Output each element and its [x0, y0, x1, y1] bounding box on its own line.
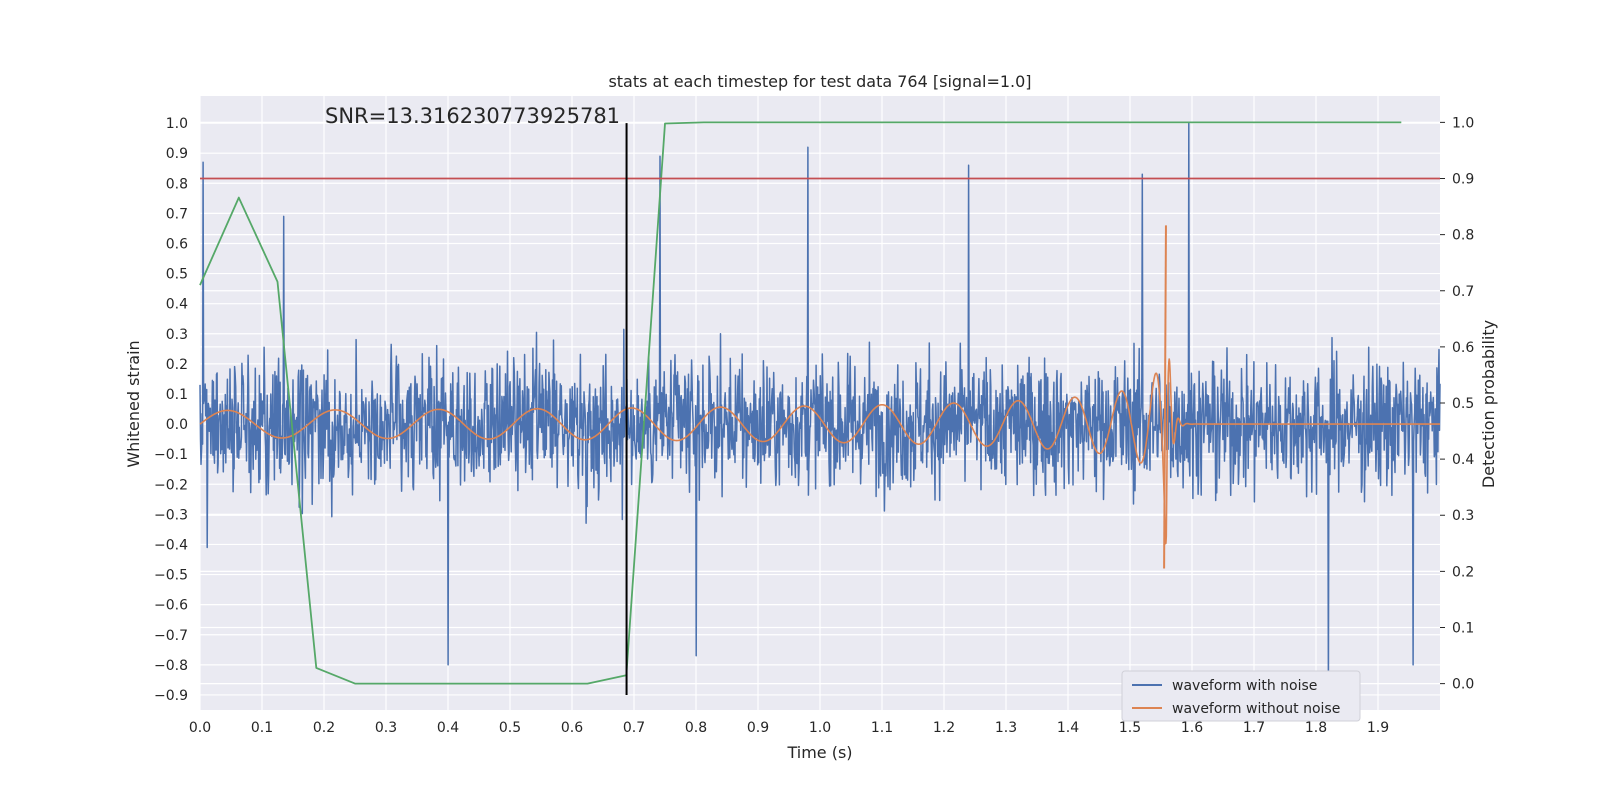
x-tick-label: 0.5	[499, 720, 521, 736]
x-axis-label: Time (s)	[786, 743, 852, 762]
x-tick-label: 0.9	[747, 720, 769, 736]
x-tick-label: 0.6	[561, 720, 583, 736]
grid	[199, 96, 1440, 710]
x-tick-label: 1.4	[1057, 720, 1079, 736]
y2-axis-label: Detection probability	[1479, 320, 1498, 488]
y-tick-label: 0.6	[166, 236, 188, 252]
y-tick-label: −0.9	[154, 688, 188, 704]
detection-probability-layer	[199, 121, 1402, 685]
y2-tick-label: 0.0	[1452, 677, 1474, 693]
y-tick-label: 0.5	[166, 267, 188, 283]
y-tick-label: 0.3	[166, 327, 188, 343]
y-tick-label: 0.9	[166, 146, 188, 162]
x-tick-label: 1.8	[1305, 720, 1327, 736]
y-tick-label: −0.4	[154, 537, 188, 553]
legend-box	[1121, 670, 1361, 722]
detection-probability-line	[199, 121, 1402, 685]
y-axis-label: Whitened strain	[124, 340, 143, 467]
merger-peak-mark	[1163, 225, 1167, 569]
y-tick-label: 0.1	[166, 387, 188, 403]
y2-tick-label: 0.7	[1452, 284, 1474, 300]
y-tick-label: −0.7	[154, 628, 188, 644]
x-tick-label: 1.0	[809, 720, 831, 736]
y-tick-label: −0.5	[154, 568, 188, 584]
x-tick-label: 1.5	[1119, 720, 1141, 736]
x-tick-label: 0.0	[189, 720, 211, 736]
x-tick-label: 0.2	[313, 720, 335, 736]
y2-tick-label: 0.9	[1452, 172, 1474, 188]
waveform-with-noise-layer	[199, 122, 1441, 693]
legend: waveform with noise waveform without noi…	[1121, 670, 1361, 722]
x-tick-label: 1.2	[933, 720, 955, 736]
x-tick-label: 1.1	[871, 720, 893, 736]
waveform-with-noise-line	[199, 122, 1441, 693]
waveform-without-noise-line	[199, 358, 1441, 545]
y-tick-label: 0.0	[166, 417, 188, 433]
chart-title: stats at each timestep for test data 764…	[608, 72, 1031, 91]
tick-labels: 0.0 0.1 0.2 0.3 0.4 0.5 0.6 0.7 0.8 0.9 1.0 1.1 1.2 1…	[154, 115, 1474, 736]
y-tick-label: 1.0	[166, 116, 188, 132]
y-tick-label: −0.3	[154, 507, 188, 523]
y-tick-label: −0.1	[154, 447, 188, 463]
waveform-without-noise-layer	[199, 225, 1441, 569]
y-tick-label: 0.2	[166, 357, 188, 373]
y-tick-label: 0.4	[166, 297, 188, 313]
y2-tick-label: 0.2	[1452, 564, 1474, 580]
y-tick-label: −0.2	[154, 477, 188, 493]
y2-tick-label: 0.3	[1452, 508, 1474, 524]
snr-annotation: SNR=13.316230773925781	[325, 104, 620, 128]
y2-tick-label: 0.6	[1452, 340, 1474, 356]
legend-label-noisy: waveform with noise	[1172, 678, 1317, 694]
y2-tick-label: 0.8	[1452, 228, 1474, 244]
x-tick-label: 0.1	[251, 720, 273, 736]
x-tick-label: 0.3	[375, 720, 397, 736]
y2-tick-label: 0.5	[1452, 396, 1474, 412]
x-tick-label: 0.4	[437, 720, 459, 736]
x-tick-label: 1.7	[1243, 720, 1265, 736]
x-tick-label: 1.3	[995, 720, 1017, 736]
y2-tick-label: 0.1	[1452, 620, 1474, 636]
y-tick-label: −0.6	[154, 598, 188, 614]
legend-label-clean: waveform without noise	[1172, 701, 1340, 717]
x-tick-label: 0.7	[623, 720, 645, 736]
y2-tick-label: 0.4	[1452, 452, 1474, 468]
y-tick-label: 0.8	[166, 176, 188, 192]
x-tick-label: 1.9	[1367, 720, 1389, 736]
x-tick-label: 1.6	[1181, 720, 1203, 736]
y2-tick-label: 1.0	[1452, 115, 1474, 131]
y-tick-label: 0.7	[166, 206, 188, 222]
y-tick-label: −0.8	[154, 658, 188, 674]
reference-lines-layer	[200, 123, 1440, 695]
x-tick-label: 0.8	[685, 720, 707, 736]
